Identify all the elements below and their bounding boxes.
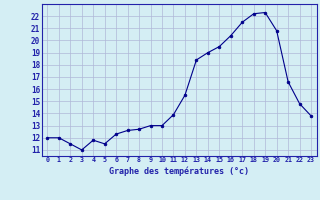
X-axis label: Graphe des températures (°c): Graphe des températures (°c) [109,166,249,176]
